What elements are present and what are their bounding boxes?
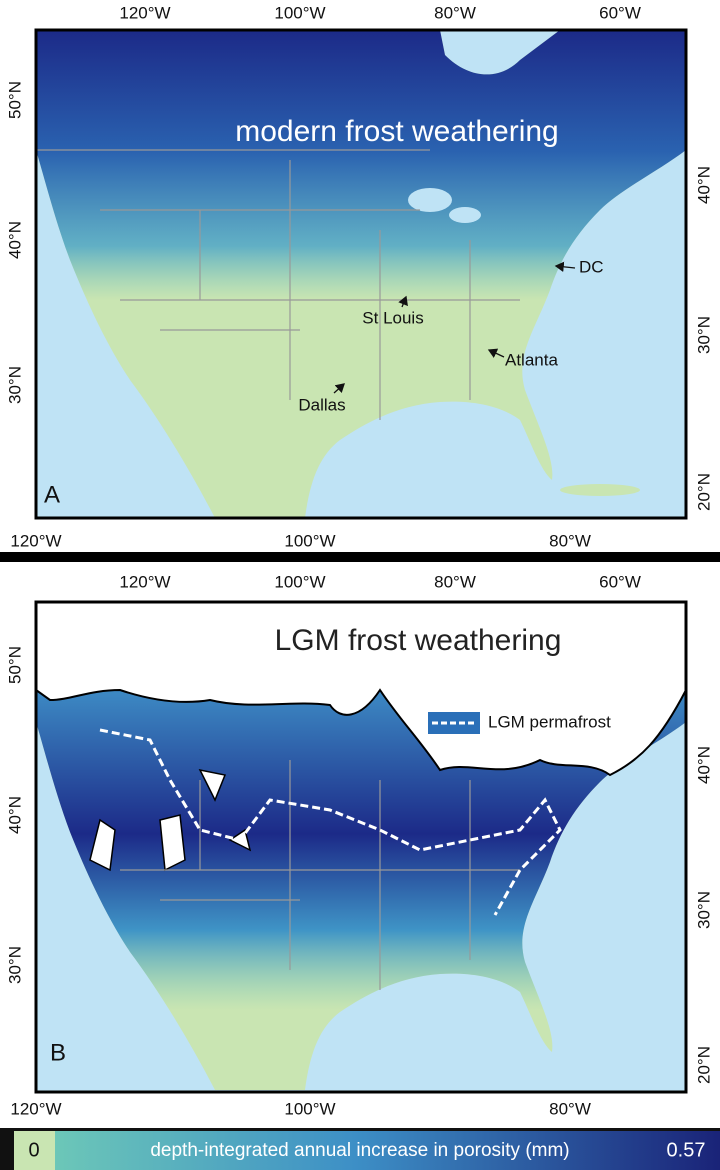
permafrost-line bbox=[99, 728, 562, 916]
tick-label: 60°W bbox=[599, 3, 641, 22]
colorbar-max: 0.57 bbox=[667, 1139, 706, 1161]
city-label: DC bbox=[579, 257, 604, 276]
top-ticks: 120°W 100°W 80°W 60°W bbox=[119, 3, 640, 22]
frame bbox=[34, 28, 688, 520]
tick-label: 120°W bbox=[119, 3, 170, 22]
tick-label: 20°N bbox=[694, 1046, 713, 1084]
tick-label: 100°W bbox=[284, 531, 335, 550]
panel-title: LGM frost weathering bbox=[275, 624, 562, 657]
tick-label: 80°W bbox=[549, 1099, 591, 1118]
separator bbox=[0, 552, 720, 562]
tick-label: 80°W bbox=[549, 531, 591, 550]
tick-label: 100°W bbox=[284, 1099, 335, 1118]
tick-label: 40°N bbox=[694, 166, 713, 204]
panel-title: modern frost weathering bbox=[235, 115, 559, 148]
tick-label: 120°W bbox=[10, 1099, 61, 1118]
panel-label: A bbox=[44, 481, 60, 508]
frame bbox=[34, 600, 688, 1094]
tick-label: 100°W bbox=[274, 3, 325, 22]
tick-label: 20°N bbox=[694, 473, 713, 511]
panel-b: LGM frost weathering LGM permafrost B 12… bbox=[5, 572, 713, 1118]
arrow bbox=[333, 383, 345, 394]
tick-label: 50°N bbox=[5, 81, 24, 119]
tick-label: 30°N bbox=[5, 946, 24, 984]
arrow bbox=[487, 348, 505, 359]
city-label: Atlanta bbox=[505, 350, 558, 369]
tick-label: 30°N bbox=[694, 316, 713, 354]
tick-label: 60°W bbox=[599, 572, 641, 591]
arrow bbox=[554, 261, 576, 272]
city-label: Dallas bbox=[298, 395, 345, 414]
colorbar-gradient bbox=[55, 1131, 720, 1170]
panel-a: modern frost weathering A DC St Louis At… bbox=[5, 3, 713, 550]
borders bbox=[120, 760, 520, 990]
island bbox=[560, 484, 640, 496]
city-label: St Louis bbox=[362, 308, 423, 327]
tick-label: 30°N bbox=[5, 366, 24, 404]
tick-label: 80°W bbox=[434, 3, 476, 22]
tick-label: 120°W bbox=[119, 572, 170, 591]
panel-label: B bbox=[50, 1039, 66, 1066]
tick-label: 40°N bbox=[694, 746, 713, 784]
colorbar-min: 0 bbox=[28, 1139, 39, 1161]
lakes bbox=[89, 768, 252, 872]
colorbar-label: depth-integrated annual increase in poro… bbox=[150, 1140, 569, 1161]
legend-label: LGM permafrost bbox=[488, 712, 611, 731]
tick-label: 40°N bbox=[5, 796, 24, 834]
colorbar: 0 depth-integrated annual increase in po… bbox=[0, 1128, 720, 1170]
great-lakes bbox=[408, 188, 452, 212]
ice-sheet bbox=[35, 601, 687, 777]
tick-label: 120°W bbox=[10, 531, 61, 550]
borders bbox=[36, 149, 520, 420]
tick-label: 30°N bbox=[694, 891, 713, 929]
tick-label: 40°N bbox=[5, 221, 24, 259]
tick-label: 80°W bbox=[434, 572, 476, 591]
colorbar-min-box bbox=[14, 1131, 55, 1170]
tick-label: 100°W bbox=[274, 572, 325, 591]
bottom-ticks: 120°W 100°W 80°W bbox=[10, 531, 590, 550]
arrow bbox=[398, 295, 408, 308]
great-lakes bbox=[449, 207, 481, 223]
tick-label: 50°N bbox=[5, 646, 24, 684]
